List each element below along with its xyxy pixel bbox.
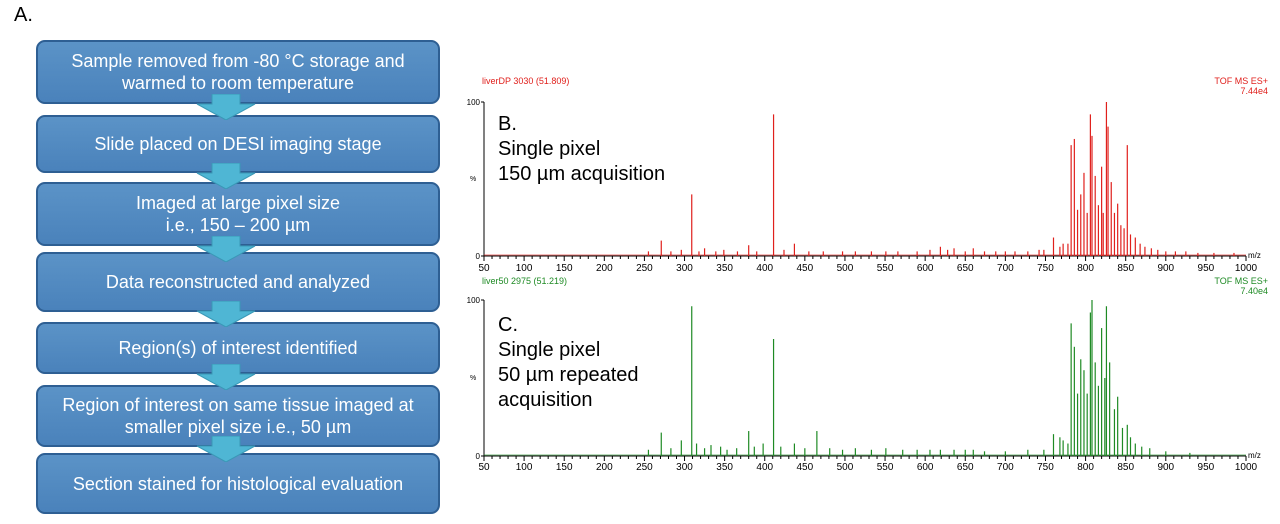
x-tick-label: 50: [478, 462, 490, 473]
step-text-3: Imaged at large pixel size i.e., 150 – 2…: [135, 193, 341, 235]
x-tick-label: 950: [1198, 462, 1215, 473]
x-tick-label: 850: [1117, 462, 1134, 473]
spectrum-header-mode: TOF MS ES+: [1214, 276, 1268, 286]
step-box-3: Imaged at large pixel size i.e., 150 – 2…: [36, 182, 440, 246]
x-tick-label: 850: [1117, 263, 1134, 274]
workflow-flowchart: Sample removed from -80 °C storage and w…: [0, 0, 450, 524]
spectrum-header-left: liverDP 3030 (51.809): [482, 76, 569, 86]
x-tick-label: 400: [756, 462, 773, 473]
down-arrow-icon: [196, 436, 256, 462]
x-tick-label: 800: [1077, 462, 1094, 473]
x-tick-label: 200: [596, 462, 613, 473]
x-tick-label: 500: [837, 263, 854, 274]
x-tick-label: 300: [676, 462, 693, 473]
x-axis-label: m/z: [1248, 251, 1261, 260]
spectrum-header-intensity: 7.44e4: [1240, 86, 1268, 96]
x-tick-label: 800: [1077, 263, 1094, 274]
down-arrow-icon: [196, 364, 256, 390]
x-tick-label: 100: [516, 263, 533, 274]
spectrum-header-intensity: 7.40e4: [1240, 286, 1268, 296]
step-text-5: Region(s) of interest identified: [118, 338, 358, 358]
panel-b-label: B. Single pixel 150 µm acquisition: [498, 113, 666, 185]
down-arrow-icon: [196, 94, 256, 120]
y-axis-label: %: [470, 375, 476, 382]
x-tick-label: 950: [1198, 263, 1215, 274]
x-tick-label: 1000: [1235, 462, 1258, 473]
down-arrow-icon: [196, 301, 256, 327]
y-axis-label: %: [470, 176, 476, 183]
x-tick-label: 650: [957, 263, 974, 274]
x-tick-label: 350: [716, 462, 733, 473]
down-arrow-icon: [196, 236, 256, 262]
step-box-7: Section stained for histological evaluat…: [36, 453, 440, 514]
step-text-2: Slide placed on DESI imaging stage: [94, 134, 382, 154]
y-tick-label: 0: [476, 252, 481, 261]
x-tick-label: 150: [556, 263, 573, 274]
x-tick-label: 550: [877, 462, 894, 473]
x-tick-label: 200: [596, 263, 613, 274]
x-tick-label: 750: [1037, 263, 1054, 274]
panel-a-label: A.: [14, 4, 33, 26]
x-tick-label: 650: [957, 462, 974, 473]
x-axis-label: m/z: [1248, 451, 1261, 460]
x-tick-label: 450: [796, 462, 813, 473]
step-text-6: Region of interest on same tissue imaged…: [62, 395, 414, 437]
y-tick-label: 100: [467, 296, 481, 305]
x-tick-label: 250: [636, 462, 653, 473]
x-tick-label: 900: [1157, 462, 1174, 473]
x-tick-label: 1000: [1235, 263, 1258, 274]
x-tick-label: 250: [636, 263, 653, 274]
x-tick-label: 600: [917, 263, 934, 274]
x-tick-label: 400: [756, 263, 773, 274]
step-text-4: Data reconstructed and analyzed: [105, 272, 371, 292]
x-tick-label: 350: [716, 263, 733, 274]
down-arrow-icon: [196, 163, 256, 189]
y-tick-label: 0: [476, 452, 481, 461]
step-text-7: Section stained for histological evaluat…: [72, 473, 404, 494]
panel-c-label: C. Single pixel 50 µm repeated acquisiti…: [498, 314, 639, 411]
x-tick-label: 500: [837, 462, 854, 473]
x-tick-label: 150: [556, 462, 573, 473]
x-tick-label: 450: [796, 263, 813, 274]
x-tick-label: 300: [676, 263, 693, 274]
x-tick-label: 700: [997, 462, 1014, 473]
x-tick-label: 750: [1037, 462, 1054, 473]
step-text-1: Sample removed from -80 °C storage and w…: [71, 51, 405, 93]
x-tick-label: 100: [516, 462, 533, 473]
spectrum-header-left: liver50 2975 (51.219): [482, 276, 567, 286]
x-tick-label: 900: [1157, 263, 1174, 274]
x-tick-label: 550: [877, 263, 894, 274]
spectrum-header-mode: TOF MS ES+: [1214, 76, 1268, 86]
y-tick-label: 100: [467, 98, 481, 107]
x-tick-label: 50: [478, 263, 490, 274]
x-tick-label: 600: [917, 462, 934, 473]
x-tick-label: 700: [997, 263, 1014, 274]
